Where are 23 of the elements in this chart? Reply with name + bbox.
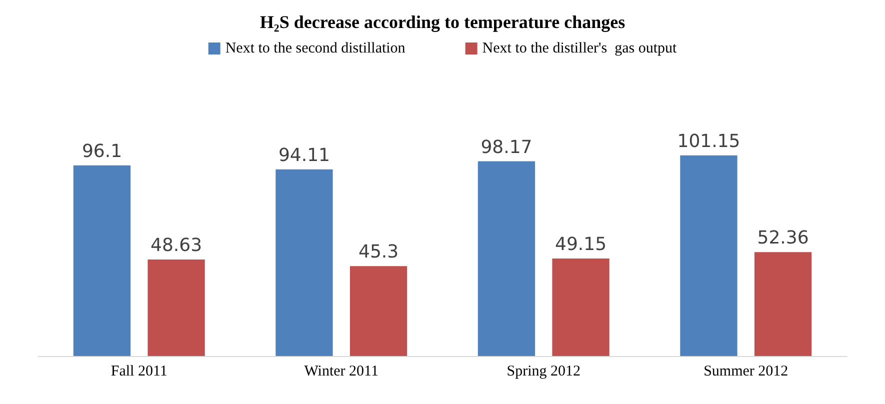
bar xyxy=(478,161,536,356)
data-label: 45.3 xyxy=(358,242,399,263)
x-tick-label: Winter 2011 xyxy=(304,364,378,380)
data-label: 94.11 xyxy=(278,144,330,166)
bar xyxy=(350,266,408,356)
data-label: 49.15 xyxy=(555,234,607,256)
legend-label: Next to the second distillation xyxy=(225,40,406,56)
legend-label: Next to the distiller's gas output xyxy=(482,40,678,56)
data-label: 96.1 xyxy=(82,140,122,162)
bar xyxy=(552,258,610,356)
data-label: 48.63 xyxy=(150,235,202,256)
data-label: 101.15 xyxy=(677,130,740,152)
x-tick-label: Fall 2011 xyxy=(110,364,168,380)
bar xyxy=(73,165,131,356)
bar xyxy=(754,252,812,356)
bar xyxy=(148,260,205,356)
x-tick-label: Spring 2012 xyxy=(506,364,581,380)
x-tick-label: Summer 2012 xyxy=(704,364,788,380)
bar xyxy=(680,155,738,356)
bar xyxy=(276,169,333,356)
chart-title: H₂S decrease according to temperature changes xyxy=(260,12,626,32)
data-label: 98.17 xyxy=(480,136,532,158)
data-label: 52.36 xyxy=(757,228,809,249)
